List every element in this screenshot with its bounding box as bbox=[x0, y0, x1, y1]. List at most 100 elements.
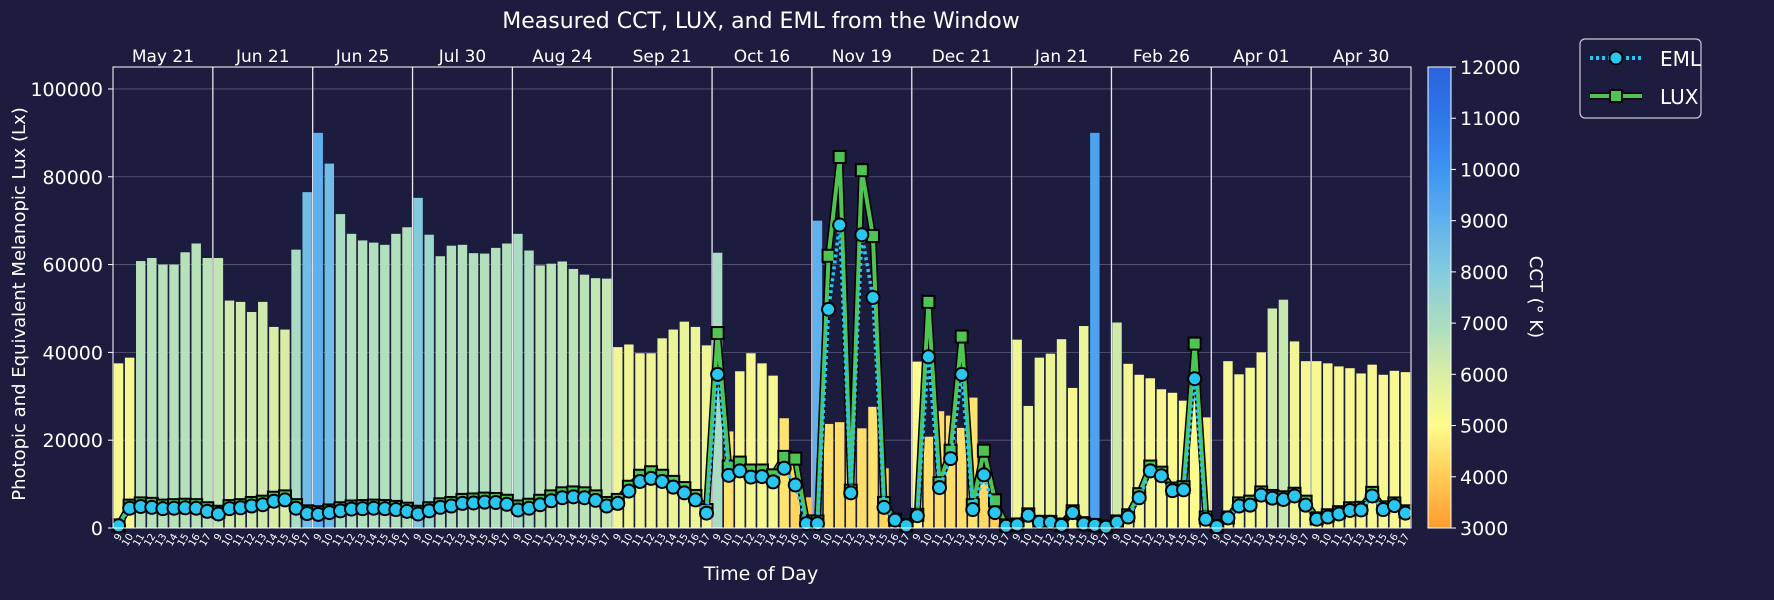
hour-tick-label: 9 bbox=[612, 532, 625, 543]
cct-bar bbox=[834, 422, 845, 528]
cct-bar bbox=[1300, 361, 1311, 528]
day-label: May 21 bbox=[132, 47, 194, 67]
cct-bar bbox=[601, 278, 612, 528]
colorbar-tick-label: 6000 bbox=[1460, 364, 1508, 386]
hour-tick-labels: 9101112131415161791011121314151617910111… bbox=[112, 532, 1412, 549]
eml-point bbox=[1242, 497, 1258, 513]
cct-bar bbox=[502, 243, 512, 529]
cct-bar bbox=[1311, 361, 1322, 528]
eml-point bbox=[1153, 468, 1169, 484]
hour-tick-label: 17 bbox=[1097, 532, 1113, 549]
cct-bar bbox=[1367, 364, 1377, 528]
hour-tick-label: 9 bbox=[711, 532, 724, 543]
cct-bar bbox=[324, 163, 335, 529]
cct-bar bbox=[291, 249, 301, 529]
cct-bar bbox=[213, 257, 224, 528]
cct-bar bbox=[668, 329, 678, 528]
cct-bar bbox=[1079, 326, 1089, 528]
cct-bar bbox=[1145, 378, 1156, 528]
cct-bar bbox=[1167, 392, 1178, 528]
cct-bar bbox=[1023, 405, 1033, 528]
eml-point bbox=[909, 508, 925, 524]
eml-point bbox=[898, 518, 914, 534]
hour-tick-label: 17 bbox=[597, 532, 613, 549]
colorbar-tick-label: 9000 bbox=[1460, 211, 1508, 233]
cct-bars bbox=[113, 132, 1411, 529]
day-label: Dec 21 bbox=[932, 47, 992, 67]
lux-point bbox=[1187, 336, 1202, 351]
eml-point bbox=[987, 505, 1003, 521]
legend-lux-marker bbox=[1609, 89, 1623, 103]
cct-bar bbox=[768, 375, 778, 528]
cct-bar bbox=[391, 233, 401, 529]
cct-bar bbox=[857, 428, 867, 528]
eml-point bbox=[1187, 371, 1203, 387]
eml-point bbox=[111, 518, 127, 534]
hour-tick-label: 9 bbox=[1311, 532, 1324, 543]
eml-point bbox=[1209, 519, 1225, 535]
cct-bar bbox=[235, 301, 246, 528]
cct-bar bbox=[557, 261, 568, 528]
eml-point bbox=[832, 217, 848, 233]
eml-point bbox=[876, 499, 892, 515]
day-label: Jul 30 bbox=[438, 47, 487, 67]
cct-bar bbox=[380, 244, 390, 529]
eml-point bbox=[1364, 488, 1380, 504]
plot-frame bbox=[112, 66, 1412, 529]
eml-point bbox=[809, 516, 825, 532]
hour-tick-label: 17 bbox=[398, 532, 414, 549]
colorbar-tick-label: 8000 bbox=[1460, 262, 1508, 284]
x-axis-label: Time of Day bbox=[703, 563, 818, 585]
day-label: Aug 24 bbox=[532, 47, 592, 67]
eml-point bbox=[699, 505, 715, 521]
y-tick-label: 60000 bbox=[43, 255, 103, 277]
day-label: Sep 21 bbox=[633, 47, 692, 67]
hour-tick-label: 17 bbox=[1396, 532, 1412, 549]
eml-point bbox=[1287, 488, 1303, 504]
eml-point bbox=[1065, 505, 1081, 521]
eml-point bbox=[732, 463, 748, 479]
cct-bar bbox=[1112, 322, 1122, 528]
colorbar-tick-label: 12000 bbox=[1460, 57, 1520, 79]
cct-bar bbox=[113, 363, 124, 528]
colorbar-tick-label: 11000 bbox=[1460, 108, 1520, 130]
cct-bar bbox=[690, 326, 701, 528]
day-label: Jan 21 bbox=[1034, 47, 1088, 67]
cct-bar bbox=[757, 363, 767, 528]
eml-point bbox=[1220, 510, 1236, 526]
cct-bar bbox=[1034, 357, 1045, 528]
cct-bar bbox=[435, 256, 445, 528]
cct-bar bbox=[1278, 299, 1289, 528]
eml-point bbox=[765, 474, 781, 490]
hour-tick-label: 9 bbox=[212, 532, 225, 543]
hour-tick-label: 17 bbox=[1296, 532, 1312, 549]
eml-point bbox=[920, 349, 936, 365]
y-tick-label: 0 bbox=[91, 518, 103, 540]
hour-tick-label: 17 bbox=[797, 532, 813, 549]
eml-point bbox=[854, 227, 870, 243]
cct-bar bbox=[424, 234, 434, 528]
eml-point bbox=[621, 483, 637, 499]
eml-point bbox=[1176, 482, 1192, 498]
y-axis-label: Photopic and Equivalent Melanopic Lux (L… bbox=[9, 107, 30, 500]
cct-bar bbox=[491, 247, 501, 528]
hour-tick-label: 17 bbox=[697, 532, 713, 549]
hour-tick-label: 17 bbox=[298, 532, 314, 549]
eml-point bbox=[865, 290, 881, 305]
cct-bar bbox=[1056, 339, 1067, 528]
cct-bar bbox=[945, 415, 956, 528]
legend-lux-label: LUX bbox=[1660, 85, 1699, 109]
hour-tick-label: 9 bbox=[312, 532, 325, 543]
cct-bar bbox=[335, 214, 346, 529]
lux-point bbox=[954, 329, 969, 344]
eml-point bbox=[976, 467, 992, 483]
eml-point bbox=[1120, 509, 1136, 525]
lux-point bbox=[821, 248, 836, 263]
chart-title: Measured CCT, LUX, and EML from the Wind… bbox=[502, 9, 1019, 34]
cct-bar bbox=[701, 345, 712, 528]
colorbar: 3000 4000 5000 6000 7000 8000 9000 10000 11000 12… bbox=[1427, 57, 1546, 540]
colorbar-tick-label: 3000 bbox=[1460, 518, 1508, 540]
cct-bar bbox=[812, 220, 823, 528]
cct-bar bbox=[613, 347, 623, 528]
cct-bar bbox=[1267, 308, 1278, 528]
